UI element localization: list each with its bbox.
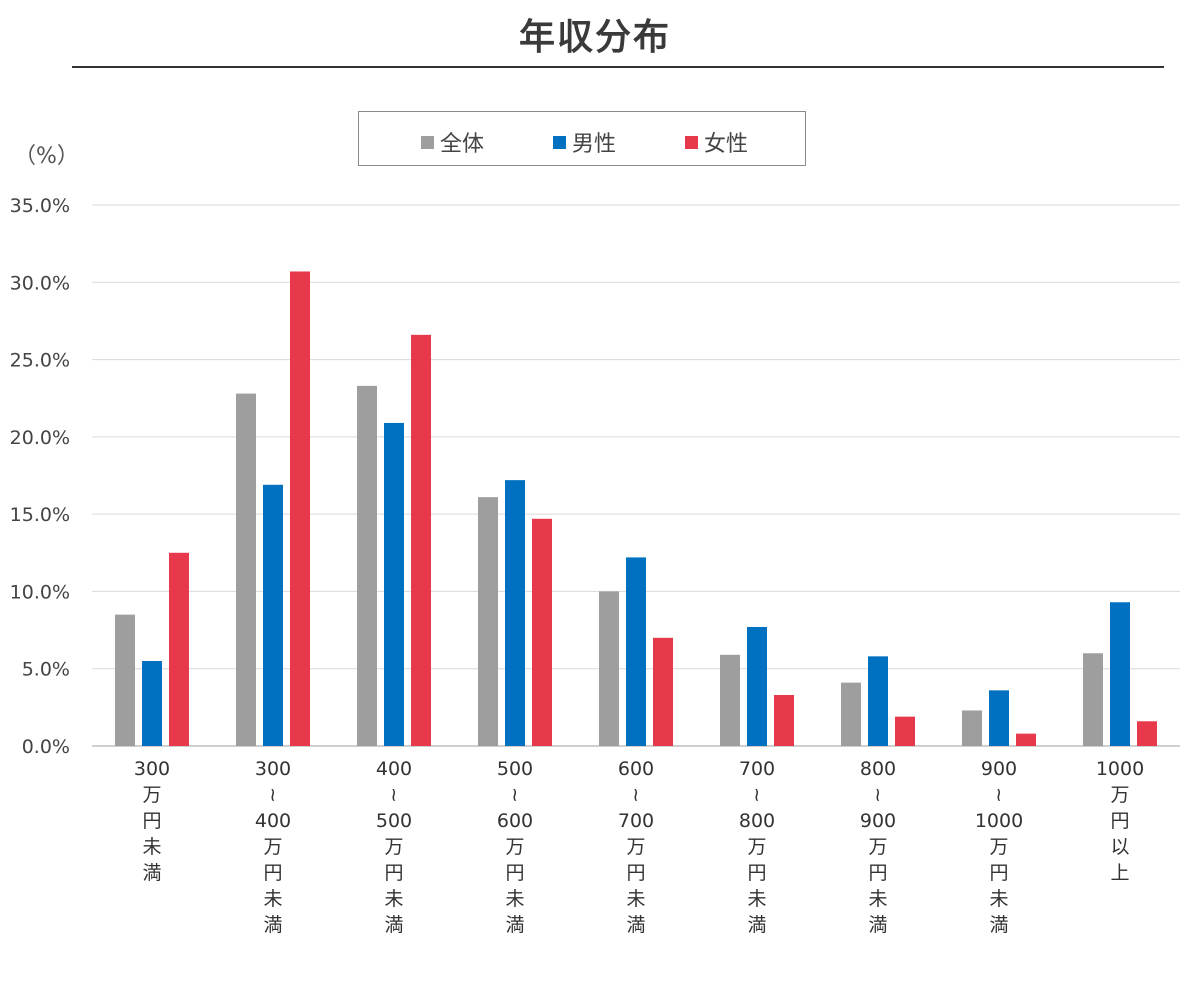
legend-swatch-total xyxy=(421,135,434,149)
bar-total xyxy=(720,654,740,746)
legend-item-male: 男性 xyxy=(553,126,616,158)
legend-item-total: 全体 xyxy=(421,126,484,158)
y-tick-label: 25.0% xyxy=(10,350,70,372)
bar-female xyxy=(411,334,431,746)
y-tick-label: 15.0% xyxy=(10,504,70,526)
y-tick-label: 10.0% xyxy=(10,581,70,603)
bar-female xyxy=(653,637,673,746)
x-tick-label: 800 ~900 万円未満 xyxy=(859,758,897,936)
bar-female xyxy=(774,694,794,746)
title-divider xyxy=(72,66,1164,68)
x-tick-label: 700 ~800 万円未満 xyxy=(738,758,776,936)
bar-male xyxy=(384,422,404,746)
bar-female xyxy=(290,271,310,746)
bar-male xyxy=(505,480,525,746)
y-tick-label: 20.0% xyxy=(10,427,70,449)
bar-female xyxy=(169,552,189,746)
bar-total xyxy=(1083,653,1103,746)
x-tick-label: 500 ~600 万円未満 xyxy=(496,758,534,936)
bar-total xyxy=(962,710,982,746)
y-tick-label: 30.0% xyxy=(10,272,70,294)
legend-item-female: 女性 xyxy=(685,126,748,158)
y-tick-label: 35.0% xyxy=(10,195,70,217)
legend-label-female: 女性 xyxy=(704,132,749,157)
chart-title: 年収分布 xyxy=(518,17,671,58)
x-tick-label: 900 ~1000 万円未満 xyxy=(974,758,1024,936)
bar-male xyxy=(626,557,646,746)
x-tick-label: 300 万円未満 xyxy=(133,758,171,884)
bar-male xyxy=(868,656,888,746)
x-tick-label: 600 ~700 万円未満 xyxy=(617,758,655,936)
bar-male xyxy=(263,484,283,746)
bar-total xyxy=(841,682,861,746)
bar-total xyxy=(357,385,377,746)
y-tick-label: 0.0% xyxy=(22,736,70,758)
y-tick-label: 5.0% xyxy=(22,659,70,681)
x-tick-label: 300 ~400 万円未満 xyxy=(254,758,292,936)
bar-female xyxy=(1137,721,1157,746)
legend-swatch-male xyxy=(553,135,566,149)
bar-female xyxy=(1016,733,1036,746)
bar-total xyxy=(478,497,498,746)
x-tick-label: 1000 万円以上 xyxy=(1095,758,1145,884)
bar-female xyxy=(895,716,915,746)
x-tick-label: 400 ~500 万円未満 xyxy=(375,758,413,936)
bar-female xyxy=(532,518,552,746)
bar-total xyxy=(115,614,135,746)
bar-male xyxy=(989,690,1009,746)
legend-label-total: 全体 xyxy=(440,132,485,157)
chart-legend: 全体 男性 女性 xyxy=(358,111,806,166)
legend-label-male: 男性 xyxy=(572,132,617,157)
bar-male xyxy=(142,660,162,746)
bar-male xyxy=(747,626,767,746)
legend-swatch-female xyxy=(685,135,698,149)
bar-total xyxy=(236,393,256,746)
bar-total xyxy=(599,591,619,746)
bar-male xyxy=(1110,602,1130,746)
y-axis-unit-label: （%） xyxy=(14,144,79,169)
